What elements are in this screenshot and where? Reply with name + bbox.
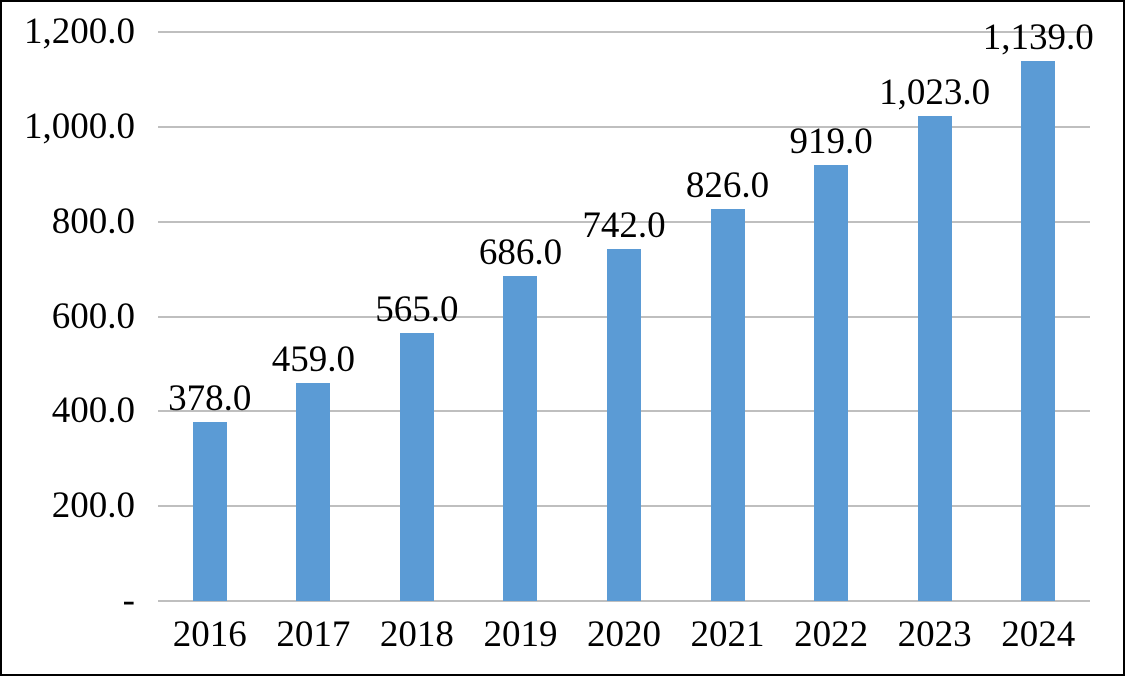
data-label: 686.0 bbox=[478, 231, 563, 273]
bar-2016 bbox=[192, 421, 227, 601]
bar-2024 bbox=[1021, 60, 1056, 601]
x-axis-tick-label: 2020 bbox=[587, 614, 661, 655]
data-label: 1,023.0 bbox=[879, 71, 991, 113]
x-axis-tick-label: 2022 bbox=[794, 614, 869, 655]
bar-2017 bbox=[296, 383, 331, 601]
y-axis-tick-label: 1,000.0 bbox=[24, 105, 135, 147]
x-axis-tick-label: 2021 bbox=[690, 614, 765, 655]
x-axis-tick-label: 2024 bbox=[1001, 614, 1076, 655]
data-label: 565.0 bbox=[375, 289, 459, 331]
bar-2019 bbox=[503, 275, 538, 601]
y-axis-tick-label: 400.0 bbox=[51, 390, 135, 432]
data-label: 1,139.0 bbox=[982, 16, 1094, 58]
x-axis-line bbox=[158, 600, 1090, 602]
bar-2020 bbox=[607, 249, 641, 601]
y-axis-tick-label: - bbox=[122, 580, 135, 621]
x-axis-tick-label: 2019 bbox=[483, 614, 558, 655]
gridline bbox=[158, 220, 1090, 223]
x-axis-tick-label: 2017 bbox=[276, 614, 351, 655]
y-axis-tick-label: 600.0 bbox=[51, 295, 135, 337]
x-axis-tick-label: 2023 bbox=[897, 614, 972, 655]
data-label: 378.0 bbox=[168, 377, 252, 419]
y-axis-tick-label: 200.0 bbox=[51, 485, 135, 527]
data-label: 826.0 bbox=[685, 165, 770, 207]
y-axis-tick-label: 800.0 bbox=[51, 200, 135, 242]
y-axis-tick-label: 1,200.0 bbox=[24, 11, 135, 52]
bar-2023 bbox=[917, 115, 952, 601]
bar-2018 bbox=[399, 333, 434, 601]
data-label: 742.0 bbox=[582, 205, 666, 247]
gridline bbox=[158, 31, 1090, 33]
bar-2021 bbox=[710, 209, 745, 601]
data-label: 459.0 bbox=[271, 339, 355, 381]
bar-2022 bbox=[814, 165, 849, 601]
x-axis-tick-label: 2016 bbox=[172, 614, 247, 655]
gridline bbox=[158, 125, 1090, 128]
data-label: 919.0 bbox=[789, 121, 873, 163]
x-axis-tick-label: 2018 bbox=[379, 614, 454, 655]
